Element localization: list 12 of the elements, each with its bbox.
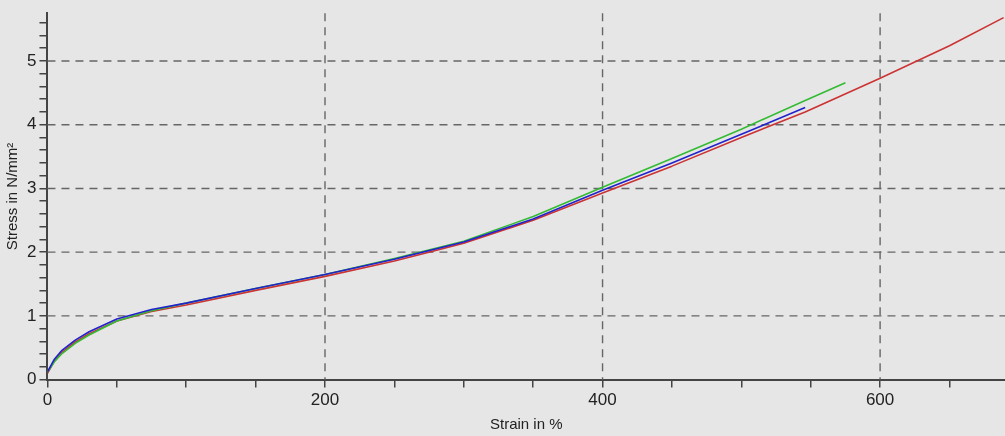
- y-tick-label: 0: [26, 369, 37, 389]
- y-tick-label: 1: [26, 305, 37, 325]
- y-tick-label: 2: [26, 241, 37, 261]
- y-axis-title: Stress in N/mm²: [3, 142, 21, 251]
- x-tick-label: 600: [865, 390, 895, 410]
- x-tick-label: 400: [588, 390, 617, 410]
- y-tick-label: 4: [26, 114, 37, 134]
- y-tick-label: 3: [26, 178, 37, 198]
- x-axis-title: Strain in %: [489, 415, 563, 433]
- x-tick-label: 0: [42, 390, 53, 410]
- y-tick-label: 5: [26, 50, 37, 70]
- x-tick-label: 200: [310, 390, 340, 410]
